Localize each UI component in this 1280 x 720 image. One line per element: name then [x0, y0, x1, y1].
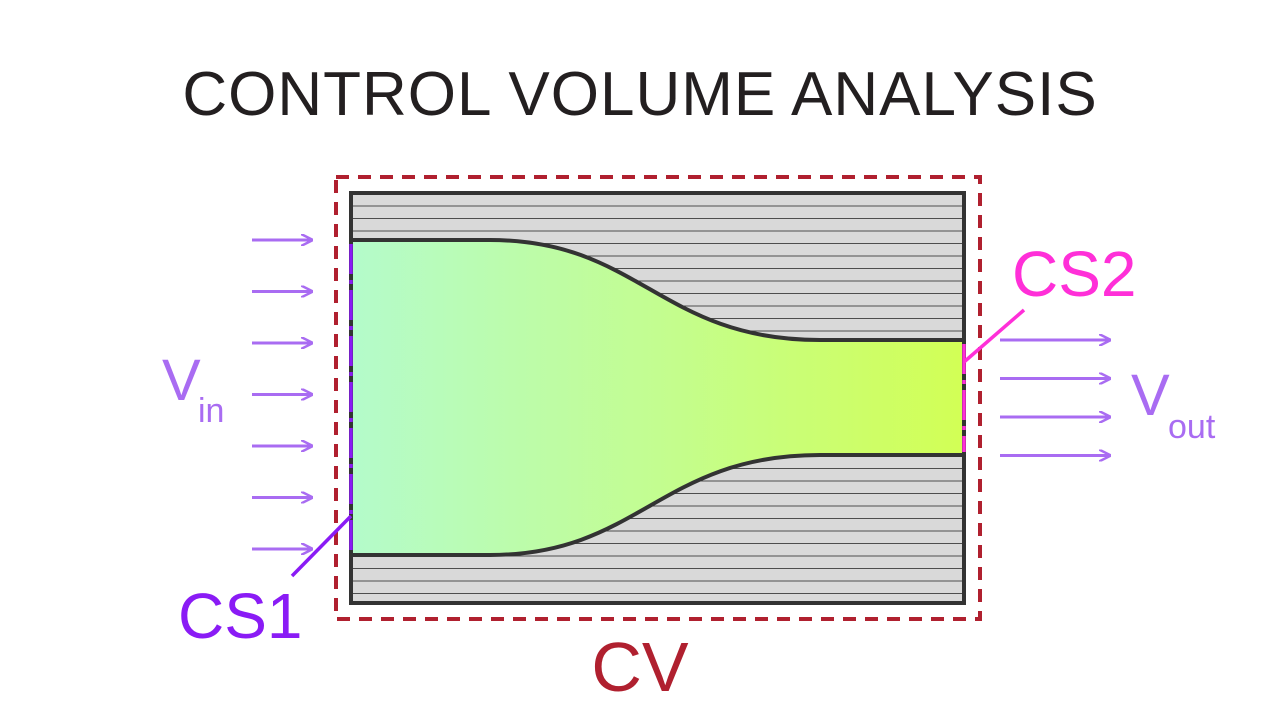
- v-in-symbol: V: [162, 348, 201, 413]
- cs2-leader-line: [962, 308, 1026, 364]
- inlet-velocity-arrows: [252, 240, 312, 549]
- cs1-label: CS1: [178, 580, 303, 652]
- outlet-velocity-arrows: [1000, 340, 1110, 456]
- cs2-label: CS2: [1012, 238, 1137, 310]
- fluid-flow-region: [351, 240, 964, 555]
- pipe-upper-contour: [351, 238, 964, 342]
- v-out-symbol: V: [1131, 363, 1170, 428]
- control-volume-boundary: [334, 175, 982, 621]
- cv-label: CV: [591, 628, 689, 706]
- cs1-leader-line: [290, 514, 353, 578]
- v-out-subscript: out: [1168, 408, 1216, 446]
- pipe-lower-contour: [351, 453, 964, 557]
- diagram-title: CONTROL VOLUME ANALYSIS: [182, 60, 1097, 129]
- v-in-subscript: in: [198, 392, 224, 430]
